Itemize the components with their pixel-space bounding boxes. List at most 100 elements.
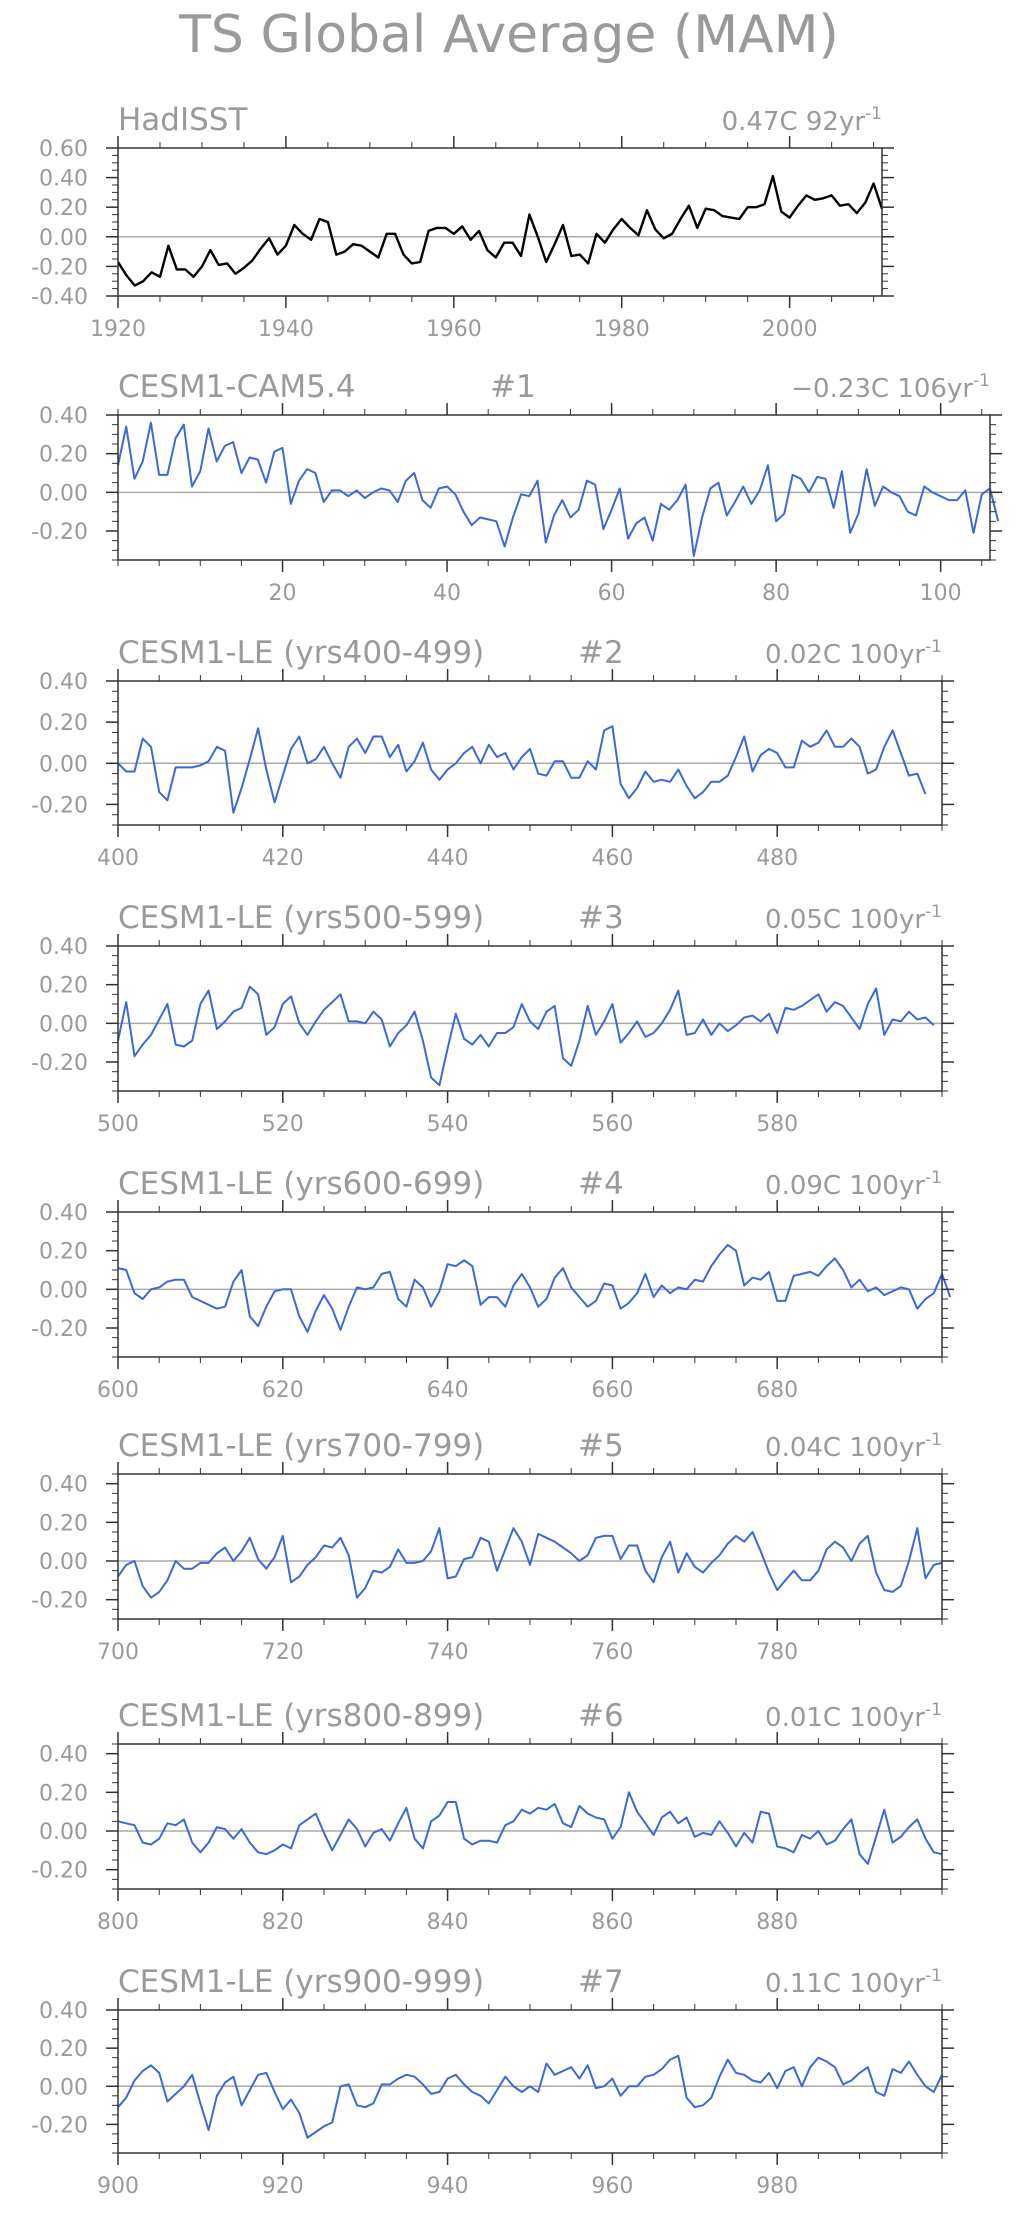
panel-trend-text: 0.09C 100yr <box>765 1171 925 1201</box>
y-tick-label: 0.40 <box>39 1999 88 2024</box>
plot-frame <box>117 1743 943 1890</box>
panel-trend-text: 0.04C 100yr <box>765 1433 925 1463</box>
panel-7: CESM1-LE (yrs900-999) #7 0.11C 100yr-1 -0.2… <box>31 1964 954 2199</box>
x-tick-label: 660 <box>591 1378 633 1403</box>
series-line-0 <box>117 1791 943 1865</box>
series-line-0 <box>117 421 1000 558</box>
panel-trend-exponent: -1 <box>925 1966 942 1986</box>
x-tick-label: 500 <box>97 1112 139 1137</box>
x-tick-label: 720 <box>262 1640 304 1665</box>
x-tick-label: 20 <box>269 581 297 606</box>
series-line-0 <box>116 174 884 287</box>
y-tick-label: 0.20 <box>39 2037 88 2062</box>
x-tick-label: 100 <box>920 581 962 606</box>
panel-trend-exponent: -1 <box>973 371 990 391</box>
x-tick-label: 1940 <box>258 317 314 342</box>
x-tick-label: 480 <box>756 846 798 871</box>
panel-2: CESM1-LE (yrs400-499) #2 0.02C 100yr-1 -0.2… <box>31 635 954 871</box>
panel-tag: #1 <box>490 369 536 405</box>
y-tick-label: 0.20 <box>39 974 88 999</box>
panel-trend: 0.05C 100yr-1 <box>765 902 942 935</box>
x-tick-label: 400 <box>97 846 139 871</box>
panel-tag: #3 <box>578 900 624 936</box>
y-tick-label: 0.40 <box>39 670 88 695</box>
y-tick-label: -0.20 <box>31 1317 88 1342</box>
panels: HadISST 0.47C 92yr-1-0.40-0.200.000.200.4… <box>31 102 1002 2199</box>
y-tick-label: 0.00 <box>39 1012 88 1037</box>
panel-trend: 0.01C 100yr-1 <box>765 1700 942 1733</box>
y-tick-label: 0.20 <box>39 1240 88 1265</box>
y-tick-label: 0.40 <box>39 404 88 429</box>
panel-trend-text: 0.47C 92yr <box>722 107 866 137</box>
y-tick-label: -0.20 <box>31 1051 88 1076</box>
series-line-0 <box>117 2054 943 2139</box>
y-tick-label: 0.40 <box>39 935 88 960</box>
panel-title: CESM1-CAM5.4 <box>118 369 355 405</box>
panel-trend-exponent: -1 <box>925 1700 942 1720</box>
panel-tag: #4 <box>578 1166 624 1202</box>
y-tick-label: 0.20 <box>39 1511 88 1536</box>
x-tick-label: 800 <box>97 1910 139 1935</box>
y-tick-label: -0.20 <box>31 2113 88 2138</box>
y-tick-label: 0.20 <box>39 1781 88 1806</box>
x-tick-label: 700 <box>97 1640 139 1665</box>
plot-frame <box>117 1211 943 1358</box>
panel-trend-text: 0.02C 100yr <box>765 640 925 670</box>
panel-6: CESM1-LE (yrs800-899) #6 0.01C 100yr-1 -0.2… <box>31 1698 954 1935</box>
plot-frame <box>117 680 943 826</box>
panel-trend: 0.09C 100yr-1 <box>765 1168 942 1201</box>
x-tick-label: 540 <box>427 1112 469 1137</box>
x-tick-label: 960 <box>591 2174 633 2199</box>
y-tick-label: 0.00 <box>39 481 88 506</box>
series-line-0 <box>117 1243 952 1333</box>
y-tick-label: 0.40 <box>39 167 88 192</box>
panel-trend-text: 0.01C 100yr <box>765 1703 925 1733</box>
panel-tag: #5 <box>578 1428 624 1464</box>
panel-trend: 0.47C 92yr-1 <box>722 104 882 137</box>
figure-title: TS Global Average (MAM) <box>178 5 839 65</box>
plot-frame <box>117 945 943 1092</box>
y-tick-label: 0.00 <box>39 226 88 251</box>
y-tick-label: 0.00 <box>39 1550 88 1575</box>
x-tick-label: 80 <box>762 581 790 606</box>
x-tick-label: 760 <box>591 1640 633 1665</box>
panel-4: CESM1-LE (yrs600-699) #4 0.09C 100yr-1 -0.2… <box>31 1166 954 1403</box>
panel-title: CESM1-LE (yrs900-999) <box>118 1964 484 2000</box>
x-tick-label: 880 <box>756 1910 798 1935</box>
y-tick-label: -0.40 <box>31 285 88 310</box>
y-tick-label: 0.40 <box>39 1743 88 1768</box>
series-line-0 <box>117 1527 943 1599</box>
series-line-0 <box>117 725 927 814</box>
y-tick-label: 0.40 <box>39 1201 88 1226</box>
y-tick-label: 0.00 <box>39 1278 88 1303</box>
x-tick-label: 920 <box>262 2174 304 2199</box>
x-tick-label: 2000 <box>762 317 818 342</box>
panel-trend-text: 0.11C 100yr <box>765 1969 925 1999</box>
x-tick-label: 860 <box>591 1910 633 1935</box>
x-tick-label: 40 <box>433 581 461 606</box>
y-tick-label: 0.00 <box>39 2075 88 2100</box>
x-tick-label: 640 <box>427 1378 469 1403</box>
panel-title: CESM1-LE (yrs800-899) <box>118 1698 484 1734</box>
panel-title: CESM1-LE (yrs600-699) <box>118 1166 484 1202</box>
panel-trend-exponent: -1 <box>925 1168 942 1188</box>
panel-1: CESM1-CAM5.4 #1 −0.23C 106yr-1 -0.20 0.00 0.2… <box>31 369 1002 606</box>
y-tick-label: 0.60 <box>39 137 88 162</box>
panel-tag: #2 <box>578 635 624 671</box>
y-tick-label: 0.20 <box>39 711 88 736</box>
x-tick-label: 560 <box>591 1112 633 1137</box>
panel-trend: −0.23C 106yr-1 <box>791 371 990 404</box>
x-tick-label: 680 <box>756 1378 798 1403</box>
plot-frame <box>117 414 991 561</box>
y-tick-label: 0.20 <box>39 196 88 221</box>
panel-trend-exponent: -1 <box>925 1430 942 1450</box>
panel-trend-text: 0.05C 100yr <box>765 905 925 935</box>
x-tick-label: 520 <box>262 1112 304 1137</box>
x-tick-label: 440 <box>427 846 469 871</box>
panel-trend-exponent: -1 <box>925 637 942 657</box>
y-tick-label: -0.20 <box>31 793 88 818</box>
panel-5: CESM1-LE (yrs700-799) #5 0.04C 100yr-1 -0.2… <box>31 1428 954 1665</box>
panel-3: CESM1-LE (yrs500-599) #3 0.05C 100yr-1 -0.2… <box>31 900 954 1137</box>
y-tick-label: 0.20 <box>39 443 88 468</box>
